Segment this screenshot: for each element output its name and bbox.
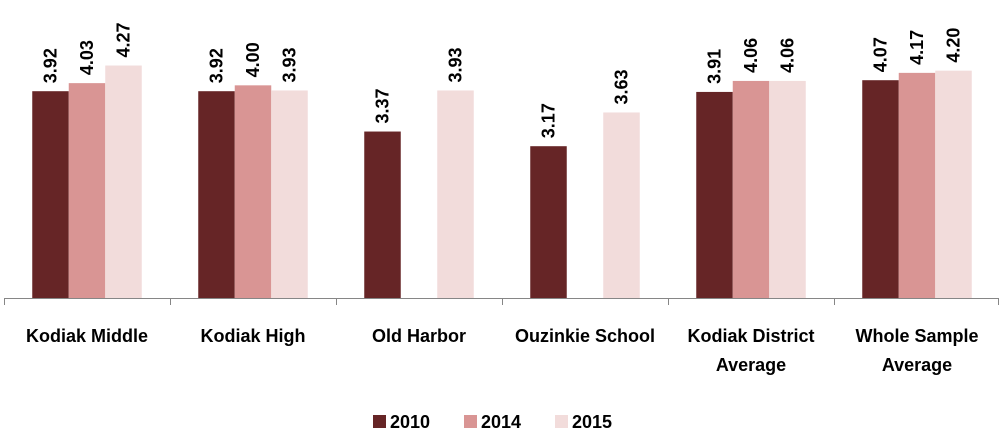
x-tick-label: Ouzinkie School (514, 326, 656, 346)
bar (603, 112, 640, 298)
bar (769, 80, 806, 298)
value-label: 4.07 (871, 37, 891, 72)
value-label: 3.92 (207, 48, 227, 83)
legend-label: 2015 (572, 412, 612, 432)
value-label: 4.06 (778, 38, 798, 73)
bar (732, 80, 770, 298)
value-label: 3.17 (539, 103, 559, 138)
value-label: 3.92 (41, 48, 61, 83)
bar (898, 72, 936, 298)
value-label: 4.20 (944, 28, 964, 63)
x-tick-label: Whole Sample Average (855, 326, 979, 375)
bar (234, 85, 272, 298)
value-label: 3.91 (705, 49, 725, 84)
value-label: 4.06 (741, 38, 761, 73)
bar (862, 80, 899, 298)
legend-label: 2010 (390, 412, 430, 432)
bar (935, 70, 972, 299)
value-label: 3.37 (373, 88, 393, 123)
bar (696, 91, 733, 298)
value-label: 3.63 (612, 69, 632, 104)
x-tick-label: Kodiak Middle (25, 326, 148, 346)
value-label: 4.17 (907, 30, 927, 65)
bar (68, 83, 106, 298)
bar (364, 131, 401, 298)
x-tick-label: Old Harbor (371, 326, 466, 346)
bar (198, 91, 235, 298)
value-label: 3.93 (446, 47, 466, 82)
value-label: 4.03 (77, 40, 97, 75)
bar (105, 65, 142, 299)
bar (32, 91, 69, 298)
legend-label: 2014 (481, 412, 521, 432)
value-label: 3.93 (280, 47, 300, 82)
bar (530, 146, 567, 298)
legend-swatch (373, 415, 386, 428)
legend-swatch (464, 415, 477, 428)
bar (271, 90, 308, 298)
x-tick-label: Kodiak High (200, 326, 306, 346)
bar (437, 90, 474, 298)
value-label: 4.00 (243, 42, 263, 77)
legend-swatch (555, 415, 568, 428)
value-label: 4.27 (114, 22, 134, 57)
x-tick-label: Kodiak District Average (687, 326, 815, 375)
